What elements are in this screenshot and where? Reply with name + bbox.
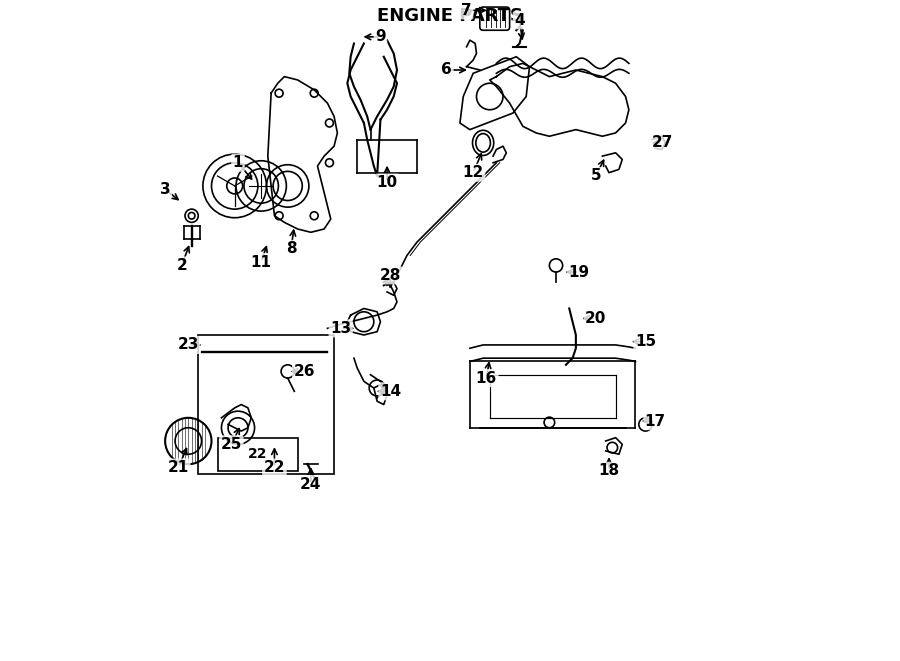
Text: 20: 20 bbox=[585, 311, 607, 326]
Text: ENGINE PARTS: ENGINE PARTS bbox=[377, 7, 523, 25]
Text: 26: 26 bbox=[293, 364, 315, 379]
Text: 7: 7 bbox=[461, 3, 472, 18]
Text: 22: 22 bbox=[264, 460, 285, 475]
Text: 4: 4 bbox=[514, 13, 525, 28]
Bar bbox=[198, 335, 334, 474]
Circle shape bbox=[326, 159, 333, 167]
Text: 22: 22 bbox=[248, 447, 267, 461]
Text: 14: 14 bbox=[380, 384, 400, 399]
Circle shape bbox=[310, 89, 319, 97]
Text: 15: 15 bbox=[634, 334, 656, 349]
Bar bbox=[218, 438, 298, 471]
Text: 23: 23 bbox=[177, 337, 199, 352]
FancyBboxPatch shape bbox=[480, 7, 509, 30]
Circle shape bbox=[275, 212, 284, 219]
Circle shape bbox=[310, 212, 319, 219]
Text: 24: 24 bbox=[301, 477, 321, 492]
Text: 8: 8 bbox=[285, 241, 296, 256]
Text: 5: 5 bbox=[590, 169, 601, 184]
Text: 16: 16 bbox=[476, 371, 497, 385]
Text: 17: 17 bbox=[644, 414, 666, 428]
Text: 21: 21 bbox=[167, 460, 189, 475]
Text: 3: 3 bbox=[160, 182, 170, 197]
Text: 28: 28 bbox=[380, 268, 401, 283]
Text: 2: 2 bbox=[176, 258, 187, 273]
Text: 19: 19 bbox=[569, 264, 590, 280]
Text: 10: 10 bbox=[376, 175, 398, 190]
Text: 6: 6 bbox=[441, 63, 452, 77]
Circle shape bbox=[326, 119, 333, 127]
Text: 27: 27 bbox=[652, 136, 672, 150]
Text: 12: 12 bbox=[463, 165, 484, 180]
Text: 18: 18 bbox=[598, 463, 619, 479]
Text: 11: 11 bbox=[251, 254, 272, 270]
Text: 9: 9 bbox=[375, 29, 386, 44]
Text: 1: 1 bbox=[233, 155, 243, 171]
Circle shape bbox=[275, 89, 284, 97]
Text: 13: 13 bbox=[330, 321, 351, 336]
Text: 25: 25 bbox=[220, 437, 242, 452]
